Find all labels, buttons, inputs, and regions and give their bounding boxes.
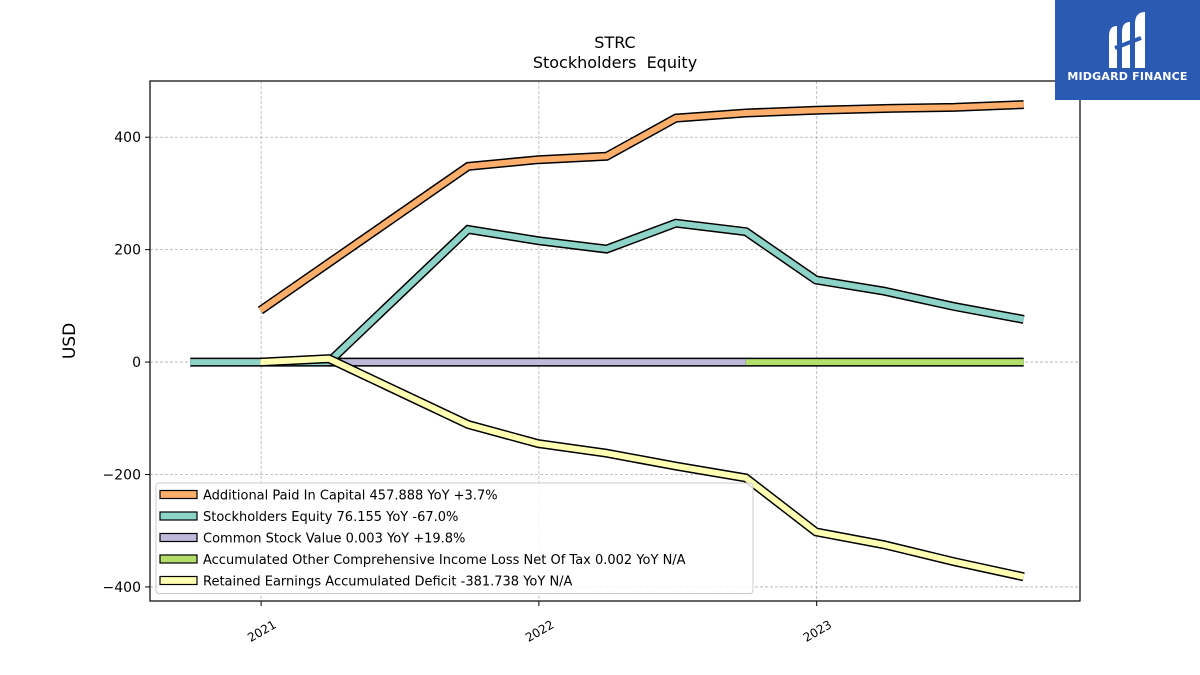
series-line-additional-paid-in-capital [258,101,1024,313]
y-tick-label: 0 [132,355,141,371]
x-tick-label: 2023 [801,617,834,644]
y-tick-label: 400 [114,130,141,146]
legend-label: Accumulated Other Comprehensive Income L… [203,553,686,568]
brand-logo: MIDGARD FINANCE [1055,0,1200,100]
plot-frame [149,80,1081,602]
series-line-stockholders-equity [190,220,1025,366]
legend-box [155,482,754,594]
x-tick-label: 2021 [245,617,278,644]
legend-swatch [159,489,198,500]
legend: Additional Paid In Capital 457.888 YoY +… [155,482,754,594]
brand-name: MIDGARD FINANCE [1067,70,1188,83]
x-tick-label: 2022 [523,617,556,644]
y-tick-label: 200 [114,243,141,259]
brand-mark-icon [1109,12,1145,68]
series-line-retained-earnings-accumulated-deficit [260,355,1025,580]
chart-title: STRC [594,33,635,52]
y-tick-label: −200 [103,468,141,484]
legend-swatch [159,532,198,543]
y-axis-label: USD [60,323,80,359]
legend-swatch [159,554,198,564]
series-layer [190,100,1025,582]
legend-label: Additional Paid In Capital 457.888 YoY +… [203,489,498,504]
chart-subtitle: Stockholders Equity [533,53,697,72]
legend-swatch [159,575,198,586]
legend-swatch [159,511,198,521]
legend-label: Stockholders Equity 76.155 YoY -67.0% [203,510,458,525]
legend-label: Retained Earnings Accumulated Deficit -3… [203,575,573,590]
legend-label: Common Stock Value 0.003 YoY +19.8% [203,532,465,547]
y-tick-label: −400 [103,580,141,596]
